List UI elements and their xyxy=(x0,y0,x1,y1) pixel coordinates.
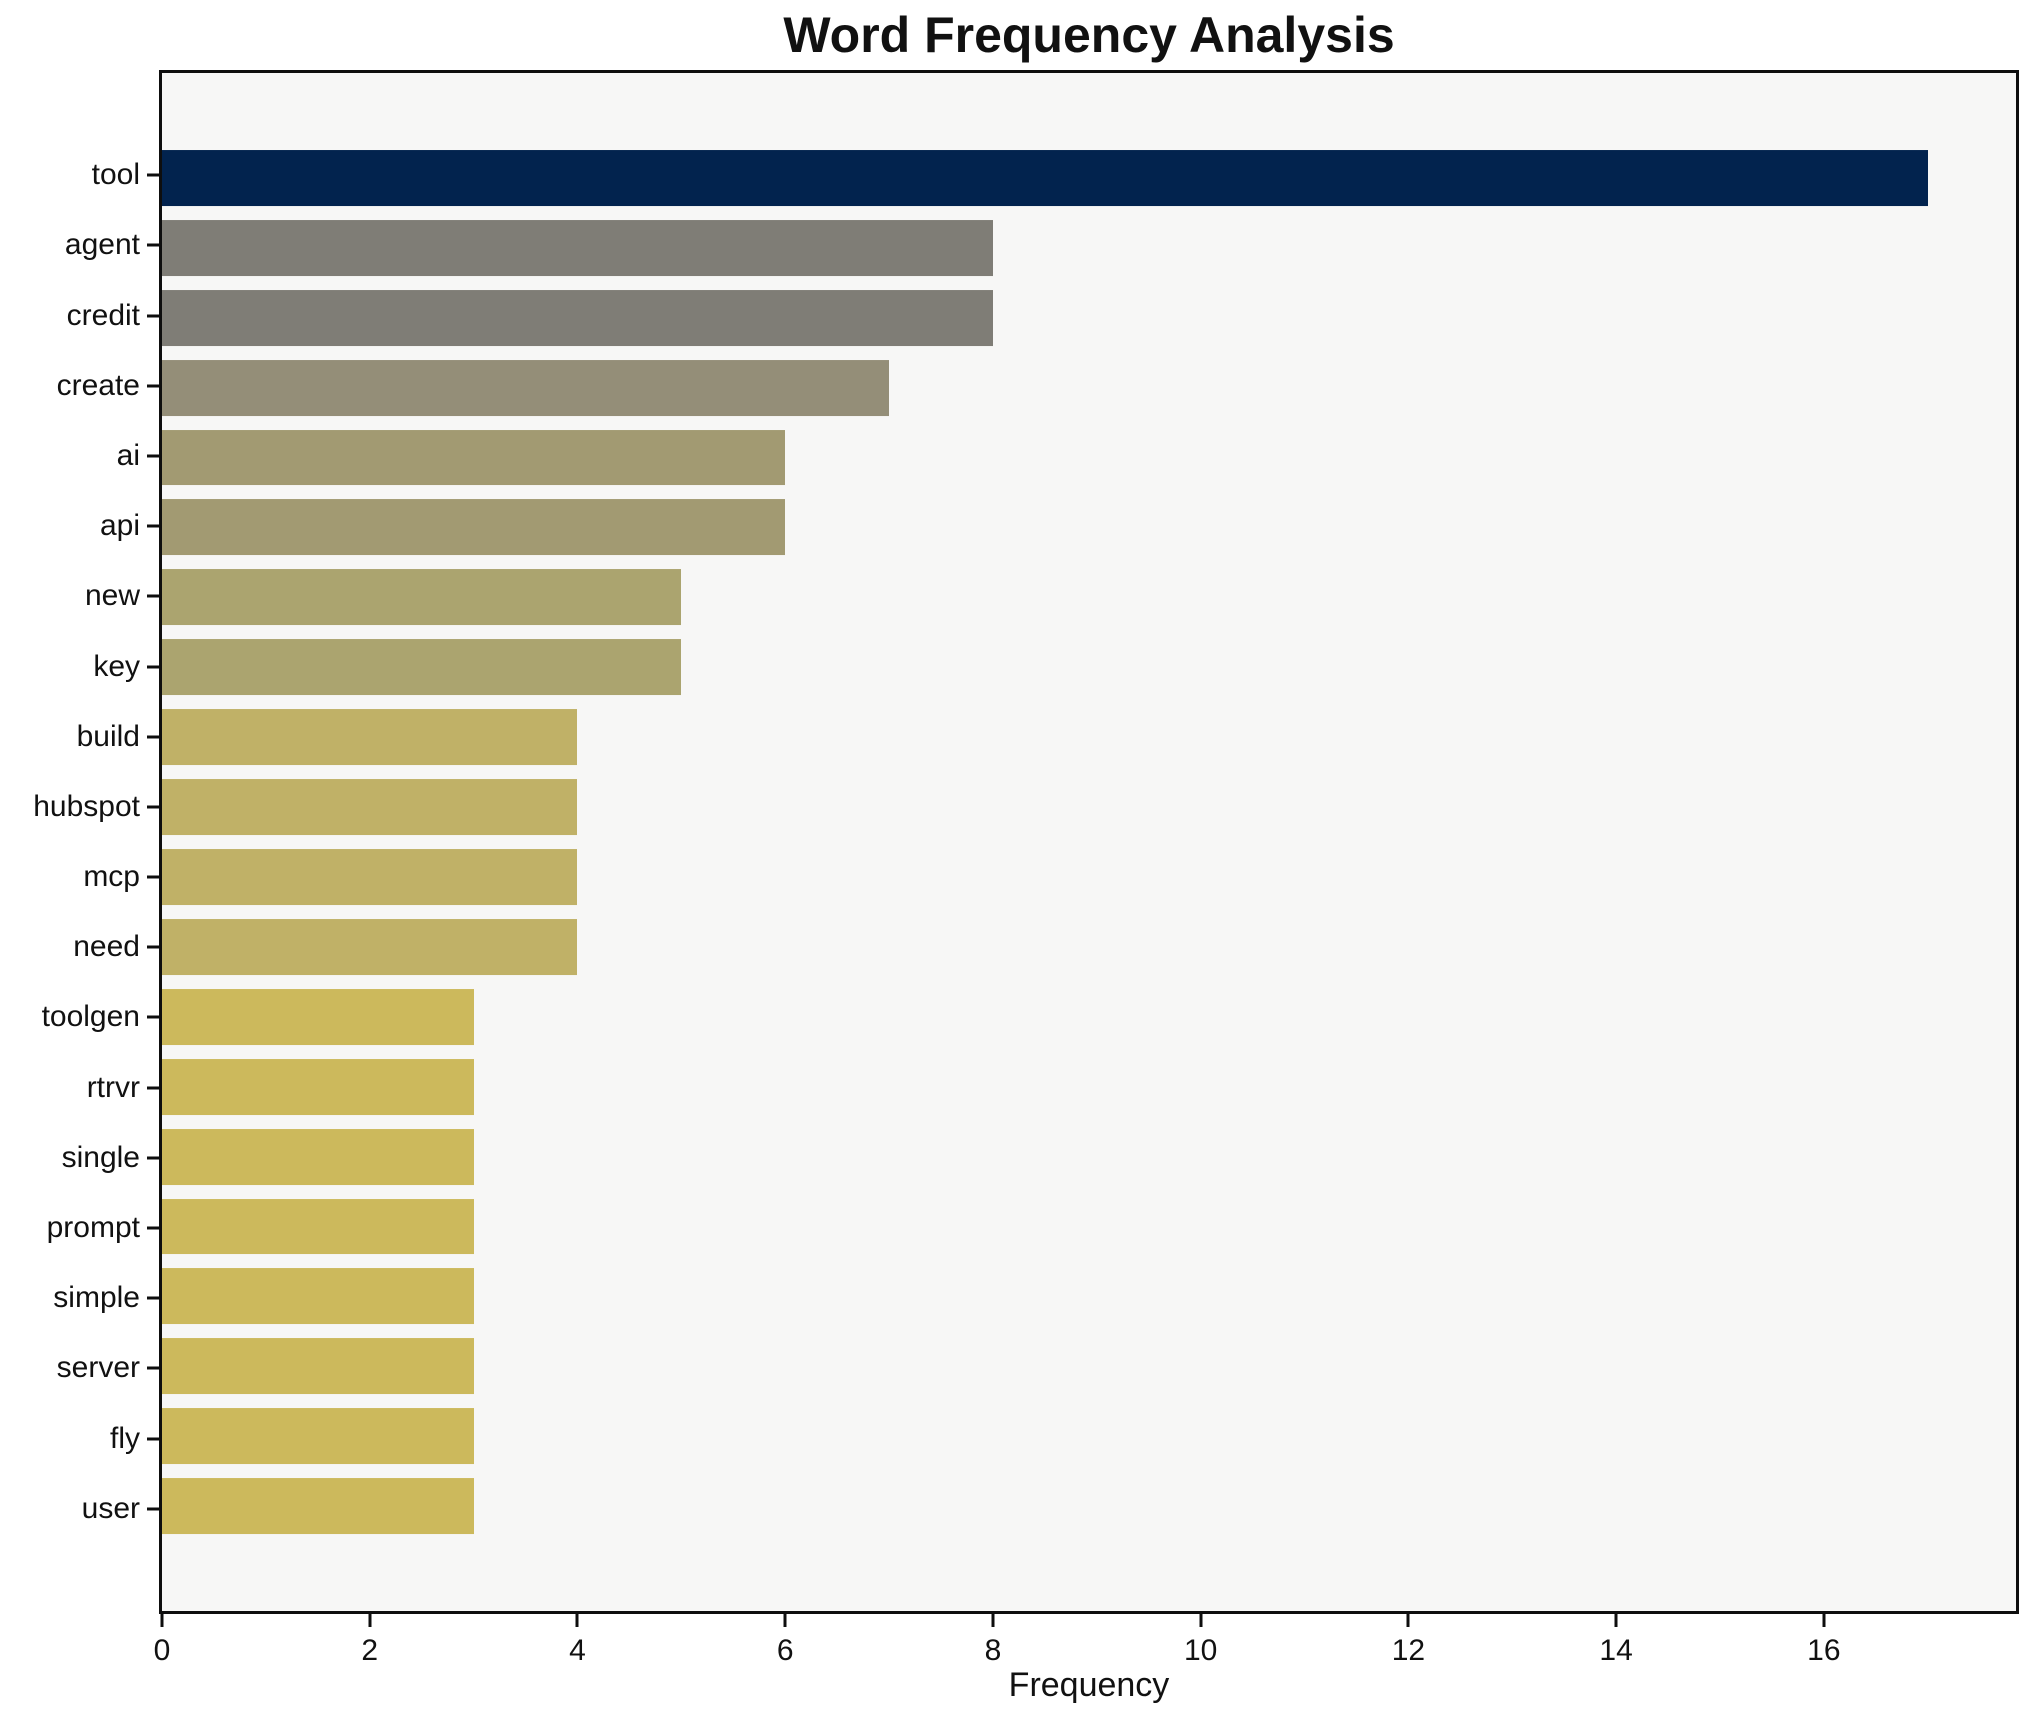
bar-single xyxy=(162,1128,474,1185)
bar-tool xyxy=(162,149,1928,206)
x-tick-mark xyxy=(783,1614,787,1627)
y-tick-label-key: key xyxy=(93,649,140,683)
y-tick-label-hubspot: hubspot xyxy=(33,789,140,823)
y-tick-mark xyxy=(147,1366,159,1370)
plot-area xyxy=(159,70,2019,1614)
bar-api xyxy=(162,499,786,556)
y-tick-label-need: need xyxy=(73,930,140,964)
x-tick-mark xyxy=(991,1614,995,1627)
chart-title: Word Frequency Analysis xyxy=(783,7,1395,63)
y-tick-mark xyxy=(147,1015,159,1019)
y-tick-mark xyxy=(147,314,159,318)
y-tick-label-fly: fly xyxy=(110,1421,140,1455)
bar-user xyxy=(162,1478,474,1535)
y-tick-label-simple: simple xyxy=(53,1281,140,1315)
y-tick-label-credit: credit xyxy=(66,298,140,332)
x-tick-label: 14 xyxy=(1599,1634,1633,1667)
y-tick-mark xyxy=(147,1086,159,1090)
y-tick-mark xyxy=(147,1507,159,1511)
y-tick-label-new: new xyxy=(84,579,140,613)
x-tick-mark xyxy=(1199,1614,1203,1627)
x-tick-mark xyxy=(160,1614,164,1627)
bar-prompt xyxy=(162,1198,474,1255)
x-tick-label: 10 xyxy=(1183,1634,1218,1667)
y-tick-label-server: server xyxy=(56,1351,140,1385)
x-tick-mark xyxy=(1822,1614,1826,1627)
x-tick-mark xyxy=(575,1614,579,1627)
y-tick-label-rtrvr: rtrvr xyxy=(86,1070,140,1104)
y-tick-mark xyxy=(147,1296,159,1300)
y-tick-mark xyxy=(147,805,159,809)
y-tick-label-ai: ai xyxy=(116,439,140,472)
x-tick-mark xyxy=(1406,1614,1410,1627)
y-tick-label-single: single xyxy=(61,1140,140,1174)
y-tick-label-prompt: prompt xyxy=(46,1211,140,1244)
y-tick-mark xyxy=(147,1437,159,1441)
x-tick-mark xyxy=(1614,1614,1618,1627)
bar-toolgen xyxy=(162,988,474,1045)
y-tick-label-user: user xyxy=(81,1491,140,1525)
bar-credit xyxy=(162,289,993,346)
bar-need xyxy=(162,918,578,975)
x-tick-label: 6 xyxy=(776,1634,794,1667)
y-tick-mark xyxy=(147,173,159,177)
y-tick-label-build: build xyxy=(76,719,140,753)
x-tick-label: 0 xyxy=(153,1634,171,1667)
y-tick-mark xyxy=(147,665,159,669)
x-tick-label: 2 xyxy=(361,1634,379,1667)
bar-create xyxy=(162,359,890,416)
x-tick-label: 4 xyxy=(569,1634,586,1667)
x-axis-title: Frequency xyxy=(1008,1666,1170,1704)
bar-simple xyxy=(162,1268,474,1325)
bar-rtrvr xyxy=(162,1058,474,1115)
bar-hubspot xyxy=(162,779,578,835)
y-tick-label-tool: tool xyxy=(91,158,140,192)
y-tick-mark xyxy=(147,524,159,528)
y-tick-mark xyxy=(147,1156,159,1160)
bar-server xyxy=(162,1338,474,1395)
bar-agent xyxy=(162,219,993,276)
y-tick-mark xyxy=(147,384,159,388)
bar-fly xyxy=(162,1408,474,1465)
y-tick-label-mcp: mcp xyxy=(83,860,140,894)
x-tick-label: 8 xyxy=(984,1634,1002,1667)
bar-mcp xyxy=(162,848,578,905)
y-axis-labels: tool agent credit create ai api new key build hub… xyxy=(0,70,140,1614)
y-tick-mark xyxy=(147,594,159,598)
y-tick-label-create: create xyxy=(56,368,140,402)
y-axis-tick-marks xyxy=(147,70,159,1614)
bar-ai xyxy=(162,429,786,486)
y-tick-mark xyxy=(147,735,159,739)
bar-key xyxy=(162,639,682,696)
y-tick-mark xyxy=(147,454,159,458)
x-tick-label: 12 xyxy=(1391,1634,1426,1667)
x-tick-label: 16 xyxy=(1807,1634,1841,1667)
x-tick-mark xyxy=(368,1614,372,1627)
bar-new xyxy=(162,569,682,626)
y-tick-mark xyxy=(147,875,159,879)
y-tick-mark xyxy=(147,243,159,247)
x-axis: 0 2 4 6 8 10 12 14 16 xyxy=(154,1614,2016,1684)
y-tick-mark xyxy=(147,1226,159,1230)
y-tick-mark xyxy=(147,945,159,949)
y-tick-label-toolgen: toolgen xyxy=(41,1000,140,1034)
bar-build xyxy=(162,709,578,766)
y-tick-label-agent: agent xyxy=(64,228,140,262)
y-tick-label-api: api xyxy=(99,509,140,543)
